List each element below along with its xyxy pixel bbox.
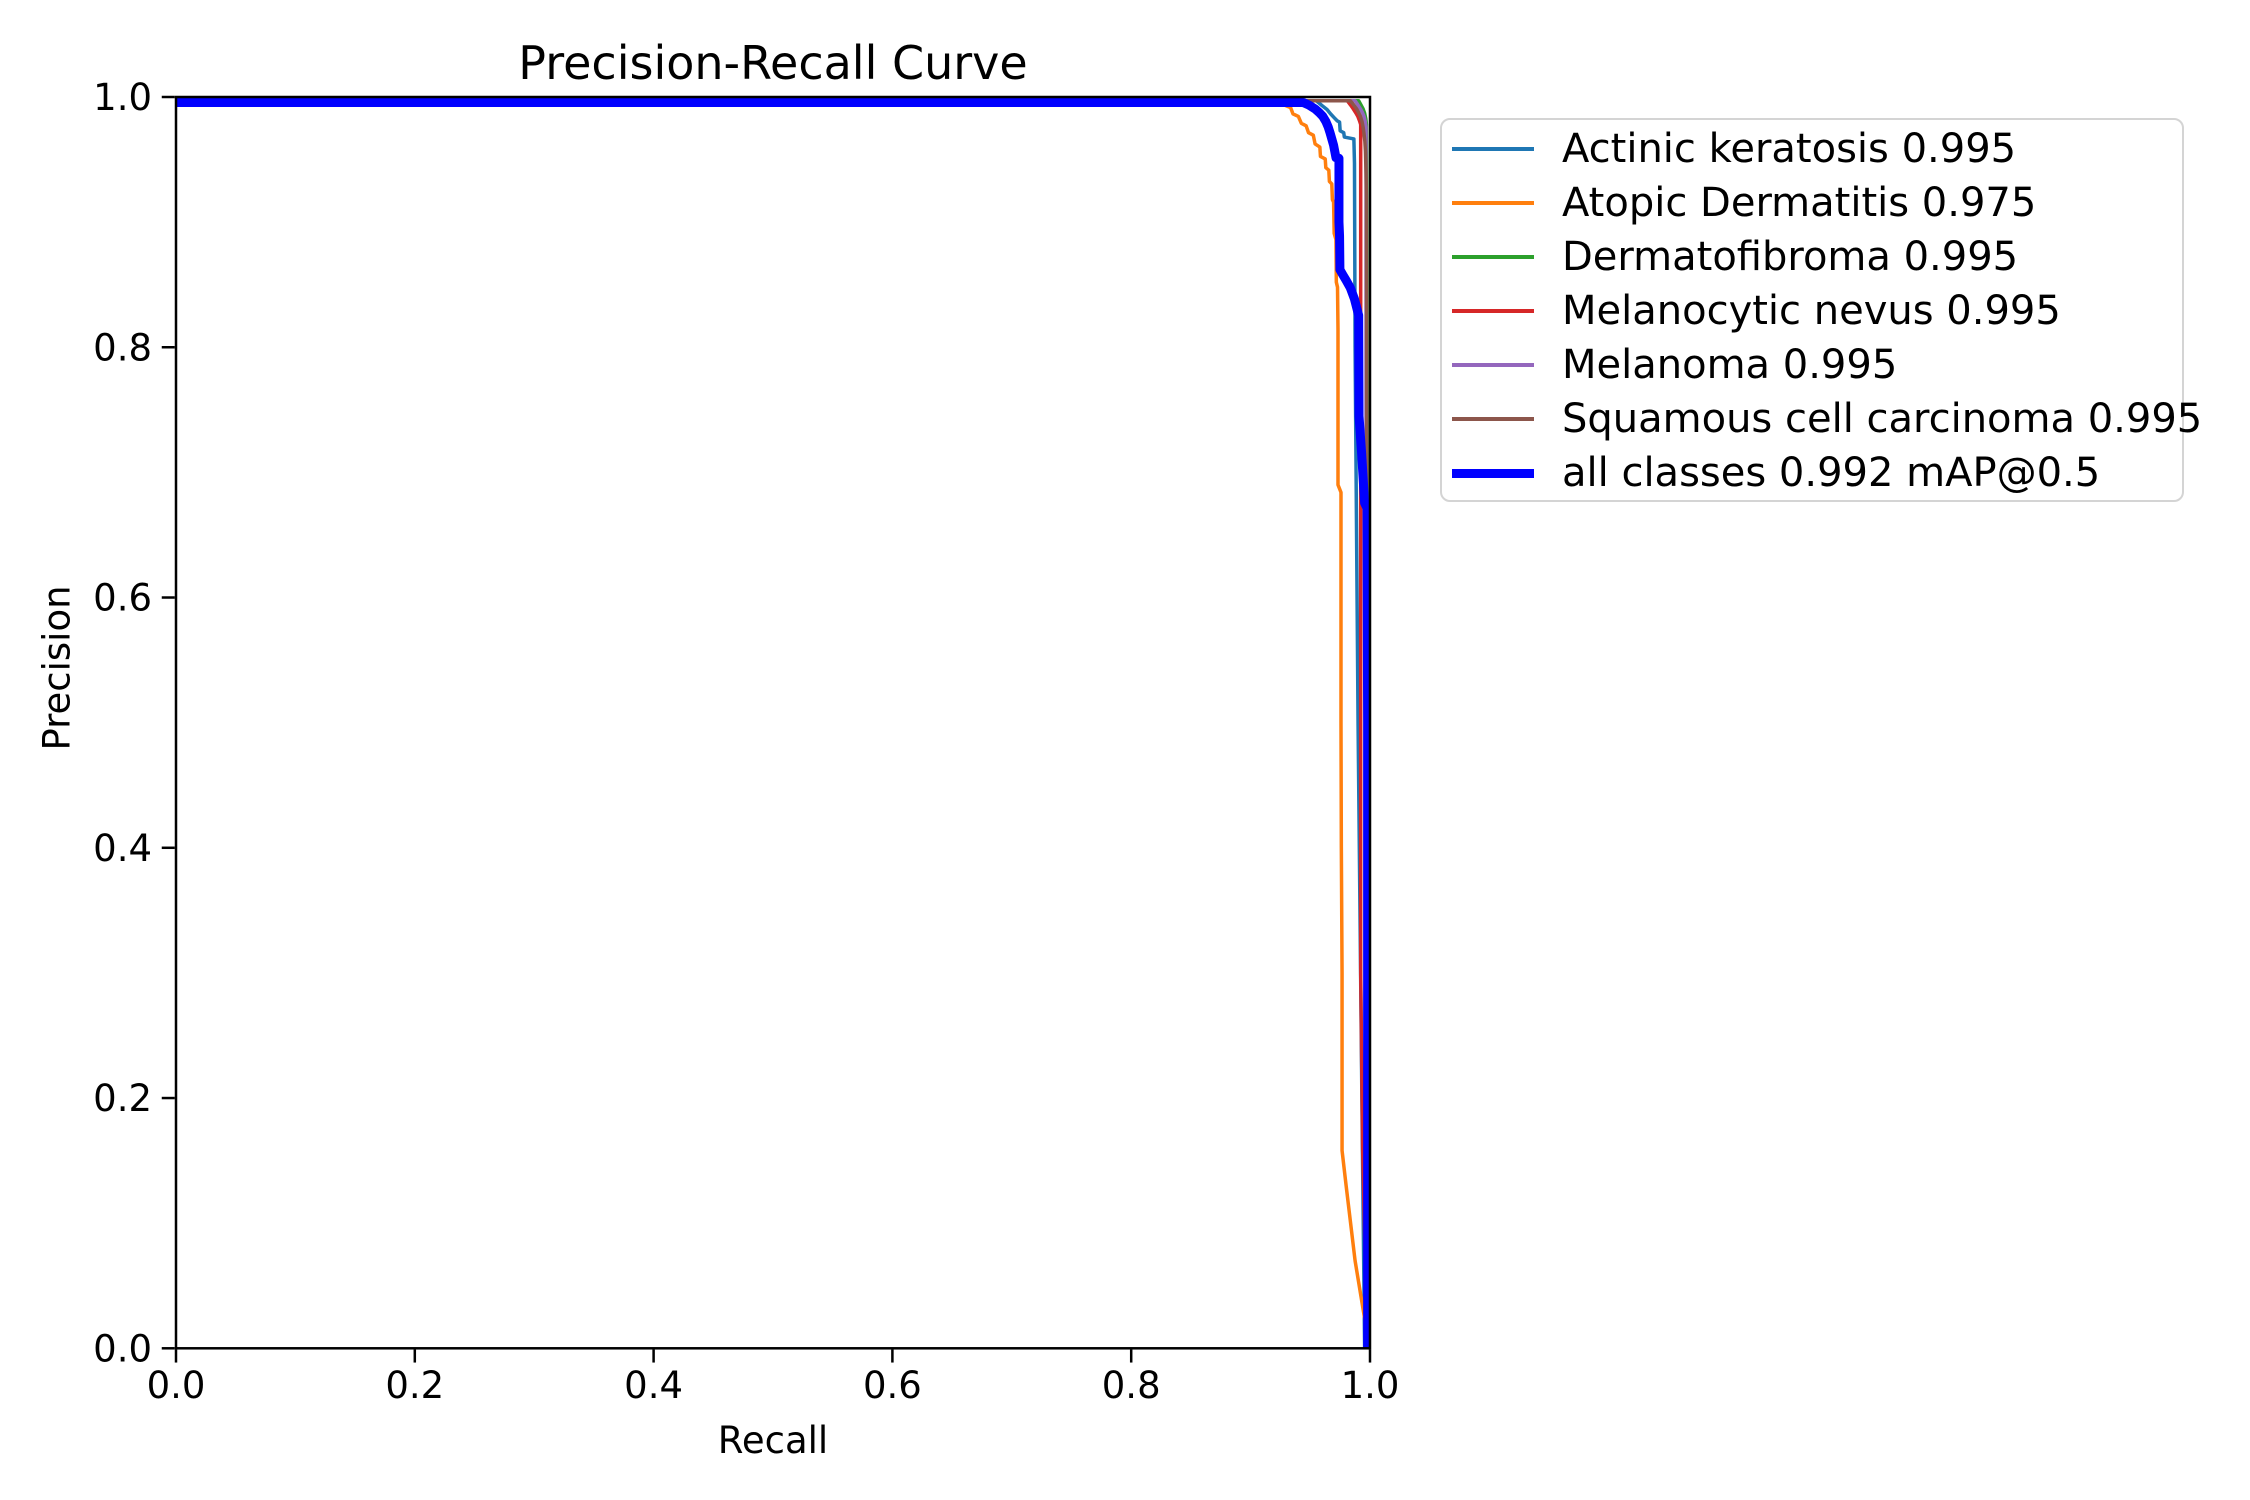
legend-line-swatch: [1452, 309, 1534, 313]
y-tick-label: 0.0: [93, 1327, 152, 1370]
legend-line-swatch: [1452, 468, 1534, 478]
legend-item: Melanocytic nevus 0.995: [1452, 284, 2182, 338]
legend-item: Actinic keratosis 0.995: [1452, 122, 2182, 176]
x-tick-label: 0.0: [147, 1364, 206, 1407]
legend-label: Actinic keratosis 0.995: [1562, 126, 2017, 172]
legend-label: Atopic Dermatitis 0.975: [1562, 180, 2037, 226]
legend-label: all classes 0.992 mAP@0.5: [1562, 450, 2101, 496]
curves-group: [176, 98, 1371, 1349]
chart-title: Precision-Recall Curve: [518, 36, 1028, 90]
axes-spines: [174, 95, 1372, 1350]
legend-line-swatch: [1452, 201, 1534, 205]
y-tick-label: 0.8: [93, 326, 152, 369]
legend-label: Squamous cell carcinoma 0.995: [1562, 396, 2203, 442]
x-axis-label: Recall: [717, 1419, 829, 1462]
legend-item: Dermatofibroma 0.995: [1452, 230, 2182, 284]
pr-curve-melanocytic-nevus: [176, 99, 1370, 1349]
y-tick-label: 0.4: [93, 827, 152, 870]
y-tick-label: 1.0: [93, 76, 152, 119]
pr-curve-atopic-dermatitis: [176, 99, 1368, 1349]
x-tick-label: 0.4: [624, 1364, 683, 1407]
legend-item: Melanoma 0.995: [1452, 338, 2182, 392]
legend-line-swatch: [1452, 255, 1534, 259]
pr-curve-squamous-cell-carcinoma: [176, 99, 1370, 1349]
pr-curve-all-classes: [176, 98, 1371, 1349]
x-tick-label: 0.2: [385, 1364, 444, 1407]
y-tick-label: 0.2: [93, 1077, 152, 1120]
y-tick-label: 0.6: [93, 577, 152, 620]
legend: Actinic keratosis 0.995 Atopic Dermatiti…: [1440, 118, 2202, 502]
legend-label: Melanocytic nevus 0.995: [1562, 288, 2061, 334]
x-tick-label: 1.0: [1341, 1364, 1400, 1407]
legend-item: all classes 0.992 mAP@0.5: [1452, 446, 2182, 500]
legend-label: Melanoma 0.995: [1562, 342, 1898, 388]
legend-item: Atopic Dermatitis 0.975: [1452, 176, 2182, 230]
legend-line-swatch: [1452, 363, 1534, 367]
legend-line-swatch: [1452, 417, 1534, 421]
pr-curve-actinic-keratosis: [176, 99, 1367, 1349]
x-tick-label: 0.6: [863, 1364, 922, 1407]
legend-label: Dermatofibroma 0.995: [1562, 234, 2019, 280]
pr-curve-melanoma: [176, 99, 1370, 1349]
pr-curve-dermatofibroma: [176, 99, 1370, 1349]
legend-item: Squamous cell carcinoma 0.995: [1452, 392, 2202, 446]
x-tick-label: 0.8: [1102, 1364, 1161, 1407]
y-axis-label: Precision: [35, 585, 79, 751]
legend-line-swatch: [1452, 147, 1534, 151]
